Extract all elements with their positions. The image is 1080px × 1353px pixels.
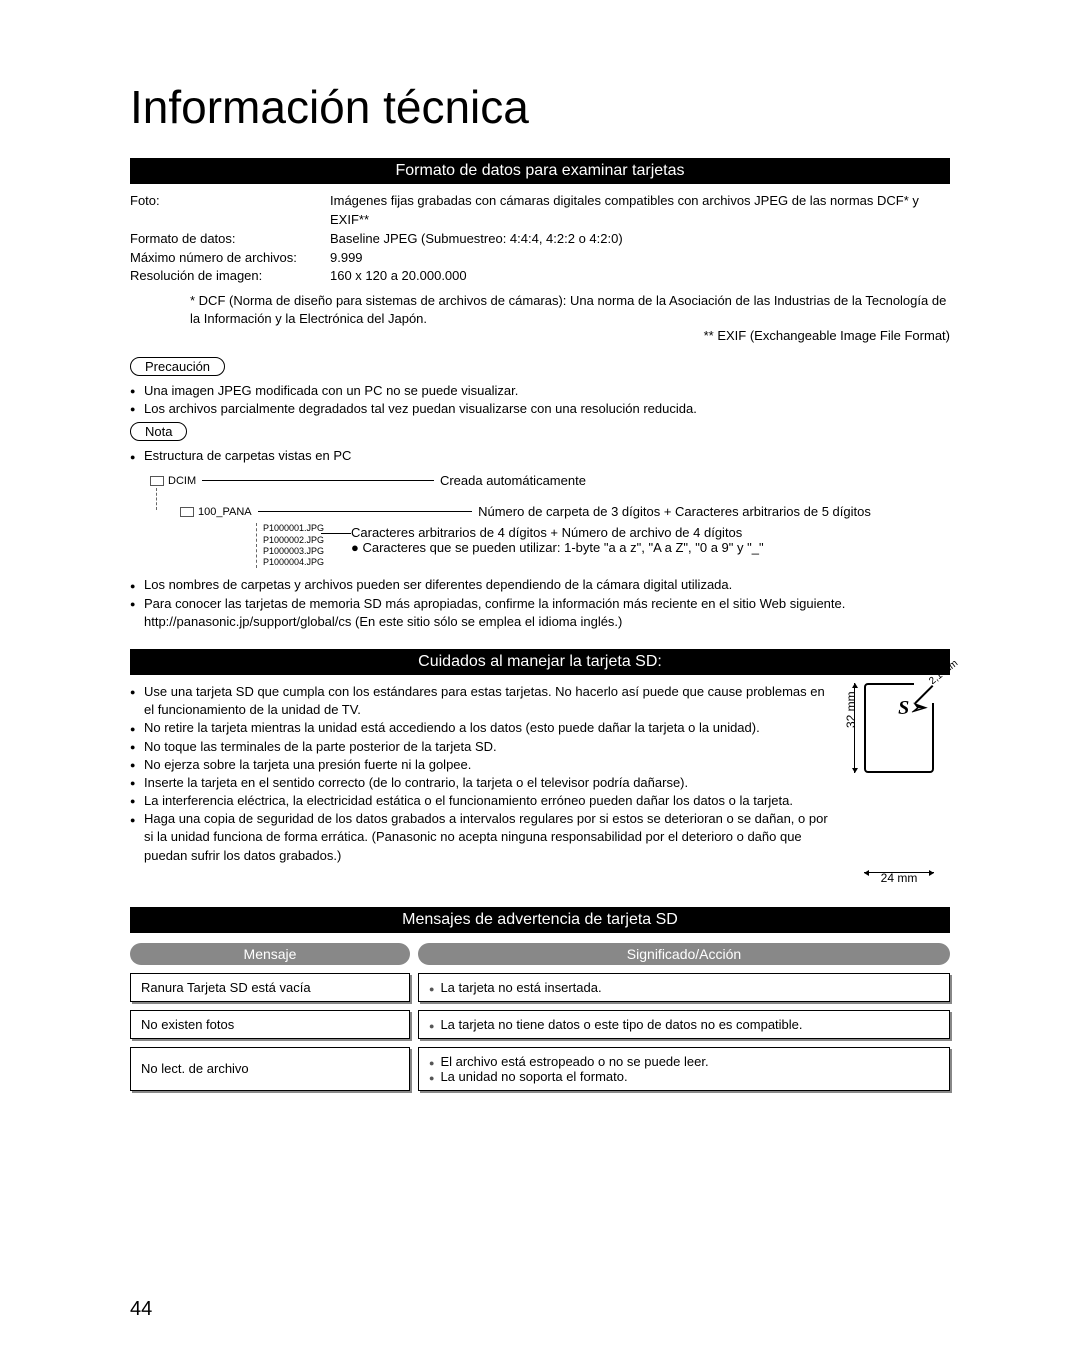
col-significado: Significado/Acción xyxy=(418,943,950,965)
file-item: P1000003.JPG xyxy=(263,546,321,557)
spec-foto-val: Imágenes fijas grabadas con cámaras digi… xyxy=(330,192,950,230)
tree-folder-desc: Número de carpeta de 3 dígitos + Caracte… xyxy=(478,504,950,519)
nota-list: Estructura de carpetas vistas en PC xyxy=(130,447,950,465)
sd-care-item: Use una tarjeta SD que cumpla con los es… xyxy=(144,683,838,719)
sd-card-figure: S➣ 24 mm 32 mm 2,1 mm xyxy=(850,683,950,865)
page-title: Información técnica xyxy=(130,80,950,134)
file-item: P1000004.JPG xyxy=(263,557,321,568)
msg-cell: No lect. de archivo xyxy=(130,1047,410,1091)
precaution-item: Una imagen JPEG modificada con un PC no … xyxy=(144,382,950,400)
section2-heading: Cuidados al manejar la tarjeta SD: xyxy=(130,649,950,675)
footnote-exif: ** EXIF (Exchangeable Image File Format) xyxy=(130,327,950,345)
precaution-list: Una imagen JPEG modificada con un PC no … xyxy=(130,382,950,418)
nota-intro: Estructura de carpetas vistas en PC xyxy=(144,447,950,465)
spec-max-val: 9.999 xyxy=(330,249,950,268)
message-table: Mensaje Significado/Acción Ranura Tarjet… xyxy=(130,943,950,1091)
sd-width: 24 mm xyxy=(864,871,934,885)
precaution-pill: Precaución xyxy=(130,357,225,376)
after-tree-item: Para conocer las tarjetas de memoria SD … xyxy=(144,595,950,631)
tree-dcim: DCIM xyxy=(168,475,196,487)
act-item: La unidad no soporta el formato. xyxy=(429,1069,709,1084)
msg-cell: Ranura Tarjeta SD está vacía xyxy=(130,973,410,1002)
act-item: La tarjeta no tiene datos o este tipo de… xyxy=(429,1017,803,1032)
spec-res-val: 160 x 120 a 20.000.000 xyxy=(330,267,950,286)
act-item: La tarjeta no está insertada. xyxy=(429,980,602,995)
file-list: P1000001.JPG P1000002.JPG P1000003.JPG P… xyxy=(256,523,321,568)
section1-heading: Formato de datos para examinar tarjetas xyxy=(130,158,950,184)
sd-height: 32 mm xyxy=(844,691,858,728)
page-number: 44 xyxy=(130,1298,152,1321)
act-cell: El archivo está estropeado o no se puede… xyxy=(418,1047,950,1091)
after-tree-item: Los nombres de carpetas y archivos puede… xyxy=(144,576,950,594)
sd-care-item: No retire la tarjeta mientras la unidad … xyxy=(144,719,838,737)
table-row: No existen fotos La tarjeta no tiene dat… xyxy=(130,1010,950,1039)
tree-charset: Caracteres que se pueden utilizar: 1-byt… xyxy=(362,540,763,555)
act-cell: La tarjeta no está insertada. xyxy=(418,973,950,1002)
table-row: Ranura Tarjeta SD está vacía La tarjeta … xyxy=(130,973,950,1002)
folder-icon xyxy=(150,476,164,486)
sd-care-item: No toque las terminales de la parte post… xyxy=(144,738,838,756)
sd-care-item: Inserte la tarjeta en el sentido correct… xyxy=(144,774,838,792)
tree-folder: 100_PANA xyxy=(198,506,252,518)
sd-care-item: La interferencia eléctrica, la electrici… xyxy=(144,792,838,810)
sd-care-list: Use una tarjeta SD que cumpla con los es… xyxy=(130,683,838,865)
footnotes: * DCF (Norma de diseño para sistemas de … xyxy=(130,292,950,345)
spec-foto-label: Foto: xyxy=(130,192,330,230)
spec-formato-val: Baseline JPEG (Submuestreo: 4:4:4, 4:2:2… xyxy=(330,230,950,249)
table-row: No lect. de archivo El archivo está estr… xyxy=(130,1047,950,1091)
folder-icon xyxy=(180,507,194,517)
act-item: El archivo está estropeado o no se puede… xyxy=(429,1054,709,1069)
file-item: P1000002.JPG xyxy=(263,535,321,546)
precaution-item: Los archivos parcialmente degradados tal… xyxy=(144,400,950,418)
after-tree-list: Los nombres de carpetas y archivos puede… xyxy=(130,576,950,631)
msg-cell: No existen fotos xyxy=(130,1010,410,1039)
col-mensaje: Mensaje xyxy=(130,943,410,965)
spec-max-label: Máximo número de archivos: xyxy=(130,249,330,268)
spec-table: Foto: Imágenes fijas grabadas con cámara… xyxy=(130,192,950,286)
tree-dcim-desc: Creada automáticamente xyxy=(440,473,950,488)
footnote-dcf: * DCF (Norma de diseño para sistemas de … xyxy=(130,292,950,327)
sd-care-item: No ejerza sobre la tarjeta una presión f… xyxy=(144,756,838,774)
spec-res-label: Resolución de imagen: xyxy=(130,267,330,286)
section3-heading: Mensajes de advertencia de tarjeta SD xyxy=(130,907,950,933)
folder-tree: DCIM Creada automáticamente 100_PANA Núm… xyxy=(150,473,950,568)
file-item: P1000001.JPG xyxy=(263,523,321,534)
act-cell: La tarjeta no tiene datos o este tipo de… xyxy=(418,1010,950,1039)
nota-pill: Nota xyxy=(130,422,187,441)
spec-formato-label: Formato de datos: xyxy=(130,230,330,249)
sd-care-item: Haga una copia de seguridad de los datos… xyxy=(144,810,838,865)
tree-file-desc: Caracteres arbitrarios de 4 dígitos + Nú… xyxy=(351,525,950,540)
